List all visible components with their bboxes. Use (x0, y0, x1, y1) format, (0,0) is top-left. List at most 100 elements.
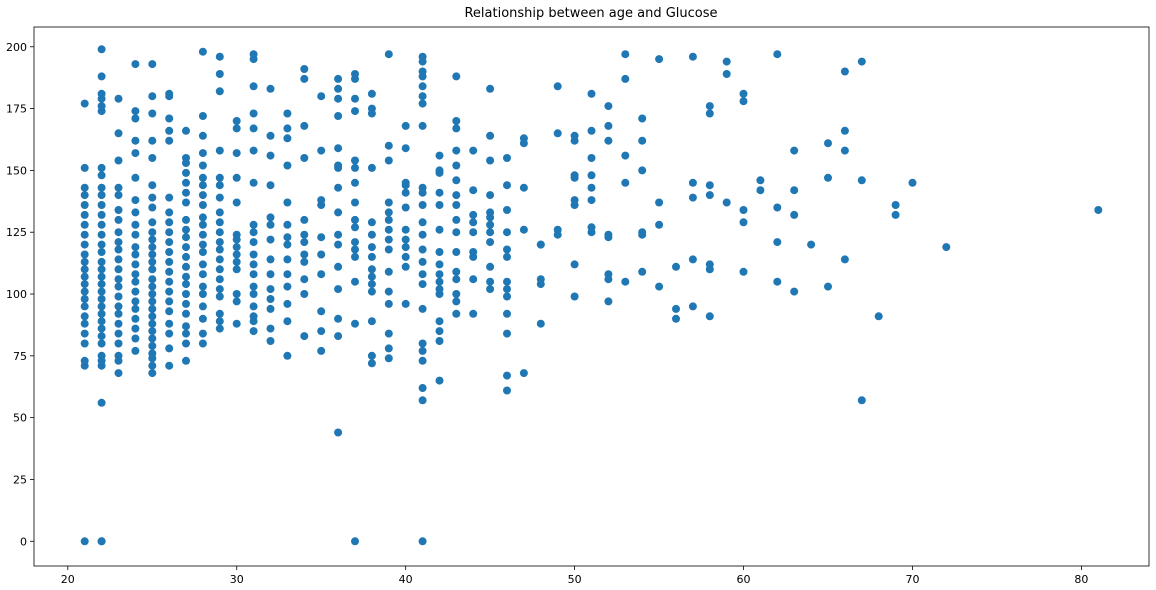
data-point (182, 309, 190, 318)
data-point (215, 228, 224, 237)
data-point (131, 114, 140, 123)
x-tick-label: 60 (737, 573, 751, 586)
data-point (249, 124, 258, 133)
data-point (131, 60, 140, 69)
data-point (384, 329, 393, 338)
data-point (249, 238, 258, 247)
data-point (469, 275, 478, 284)
data-point (182, 252, 190, 261)
data-point (317, 196, 326, 205)
data-point (249, 228, 258, 237)
data-point (148, 341, 157, 350)
data-point (452, 248, 461, 256)
data-point (182, 329, 190, 338)
data-point (469, 210, 478, 219)
data-point (334, 208, 343, 217)
data-point (300, 74, 309, 83)
data-point (97, 191, 106, 200)
data-point (182, 290, 190, 298)
data-point (418, 339, 427, 348)
data-point (114, 191, 123, 200)
data-point (182, 280, 190, 289)
data-point (486, 228, 495, 237)
data-point (198, 47, 207, 56)
data-point (97, 72, 106, 81)
data-point (367, 163, 376, 172)
data-point (215, 275, 224, 284)
data-point (148, 181, 157, 190)
data-point (384, 198, 393, 207)
data-point (249, 302, 258, 311)
data-point (215, 208, 224, 217)
data-point (80, 240, 89, 249)
data-point (131, 270, 140, 279)
data-point (131, 250, 140, 259)
data-point (773, 203, 782, 212)
data-point (604, 121, 613, 130)
data-point (824, 173, 832, 182)
data-point (773, 277, 782, 286)
data-point (401, 188, 410, 197)
data-point (131, 334, 140, 343)
data-point (790, 287, 799, 296)
data-point (688, 302, 697, 311)
data-point (317, 307, 326, 316)
data-point (114, 369, 123, 378)
data-point (249, 327, 258, 336)
data-point (503, 309, 511, 318)
data-point (688, 52, 697, 61)
data-point (165, 218, 174, 227)
data-point (232, 117, 241, 125)
x-axis-ticks: 20 30 40 50 60 70 80 (61, 566, 1088, 586)
data-point (131, 149, 140, 158)
data-point (249, 270, 258, 279)
data-point (80, 220, 89, 229)
data-point (131, 230, 140, 239)
x-tick-label: 70 (905, 573, 919, 586)
data-point (198, 270, 207, 279)
data-point (283, 299, 292, 308)
data-point (587, 223, 596, 232)
data-point (165, 114, 174, 123)
data-point (672, 304, 680, 313)
data-point (182, 178, 190, 187)
data-point (165, 287, 174, 296)
data-point (198, 339, 207, 348)
data-point (232, 243, 241, 252)
data-point (232, 297, 241, 306)
data-point (367, 104, 376, 113)
data-point (131, 346, 140, 355)
data-point (232, 198, 241, 207)
data-point (165, 89, 174, 98)
data-point (148, 282, 157, 291)
data-point (469, 186, 478, 195)
data-point (165, 319, 174, 328)
data-point (384, 141, 393, 150)
data-point (384, 344, 393, 353)
data-point (114, 265, 123, 274)
data-point (570, 196, 579, 205)
data-point (418, 384, 427, 392)
data-point (131, 277, 140, 286)
data-point (165, 344, 174, 353)
data-point (503, 371, 511, 380)
data-point (300, 154, 309, 162)
data-point (182, 262, 190, 271)
data-point (351, 252, 359, 261)
data-point (351, 94, 359, 103)
data-point (621, 151, 630, 160)
data-point (367, 89, 376, 98)
data-point (334, 94, 343, 103)
y-tick-label: 125 (6, 226, 27, 239)
data-point (283, 351, 292, 360)
data-point (148, 349, 157, 358)
data-point (824, 282, 832, 291)
data-point (351, 198, 359, 207)
data-point (148, 228, 157, 237)
data-point (351, 319, 359, 328)
data-point (249, 312, 258, 321)
data-point (97, 351, 106, 360)
data-point (165, 361, 174, 370)
data-point (840, 126, 849, 135)
data-point (97, 248, 106, 256)
